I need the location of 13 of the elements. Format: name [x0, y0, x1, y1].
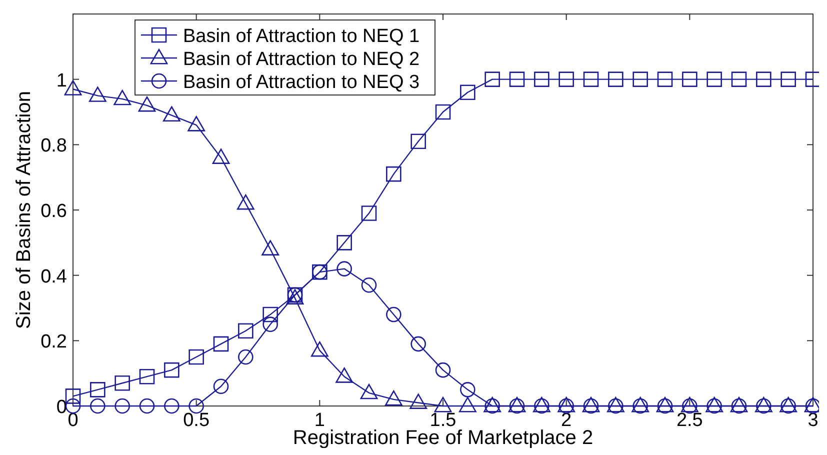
y-tick-label: 0.4 [40, 266, 68, 288]
y-tick-label: 0.2 [40, 332, 67, 353]
y-tick-label: 0.6 [40, 201, 67, 222]
legend-label: Basin of Attraction to NEQ 1 [183, 26, 420, 47]
y-tick-label: 0 [56, 397, 67, 418]
x-tick-label: 0.5 [183, 410, 210, 431]
legend-label: Basin of Attraction to NEQ 2 [183, 49, 420, 70]
x-tick-label: 2.5 [676, 410, 703, 431]
y-tick-label: 0.8 [40, 136, 67, 157]
y-tick-label: 1 [56, 70, 67, 92]
legend-label: Basin of Attraction to NEQ 3 [183, 72, 420, 93]
y-axis-title: Size of Basins of Attraction [13, 91, 35, 329]
x-tick-label: 3 [808, 410, 818, 431]
